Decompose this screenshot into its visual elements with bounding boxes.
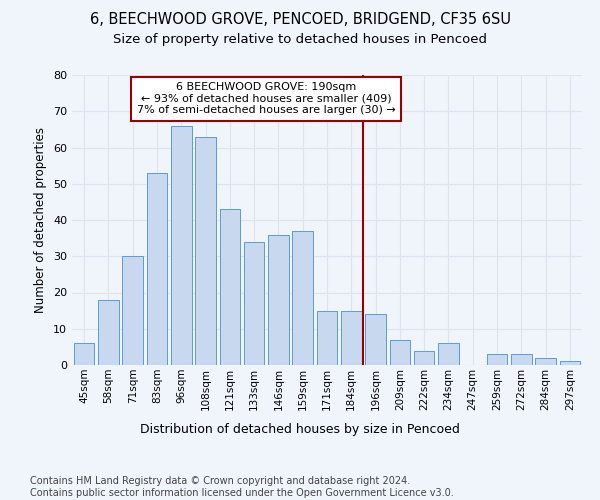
- Bar: [365, 314, 386, 365]
- Bar: [74, 343, 94, 365]
- Text: 6 BEECHWOOD GROVE: 190sqm
← 93% of detached houses are smaller (409)
7% of semi-: 6 BEECHWOOD GROVE: 190sqm ← 93% of detac…: [137, 82, 395, 116]
- Text: 6, BEECHWOOD GROVE, PENCOED, BRIDGEND, CF35 6SU: 6, BEECHWOOD GROVE, PENCOED, BRIDGEND, C…: [89, 12, 511, 28]
- Bar: [389, 340, 410, 365]
- Bar: [317, 310, 337, 365]
- Bar: [171, 126, 191, 365]
- Bar: [146, 173, 167, 365]
- Bar: [511, 354, 532, 365]
- Bar: [244, 242, 265, 365]
- Bar: [438, 343, 459, 365]
- Bar: [268, 234, 289, 365]
- Text: Contains HM Land Registry data © Crown copyright and database right 2024.
Contai: Contains HM Land Registry data © Crown c…: [30, 476, 454, 498]
- Bar: [292, 231, 313, 365]
- Bar: [487, 354, 508, 365]
- Y-axis label: Number of detached properties: Number of detached properties: [34, 127, 47, 313]
- Text: Size of property relative to detached houses in Pencoed: Size of property relative to detached ho…: [113, 32, 487, 46]
- Bar: [414, 350, 434, 365]
- Bar: [341, 310, 362, 365]
- Text: Distribution of detached houses by size in Pencoed: Distribution of detached houses by size …: [140, 422, 460, 436]
- Bar: [220, 209, 240, 365]
- Bar: [195, 136, 216, 365]
- Bar: [535, 358, 556, 365]
- Bar: [98, 300, 119, 365]
- Bar: [560, 362, 580, 365]
- Bar: [122, 256, 143, 365]
